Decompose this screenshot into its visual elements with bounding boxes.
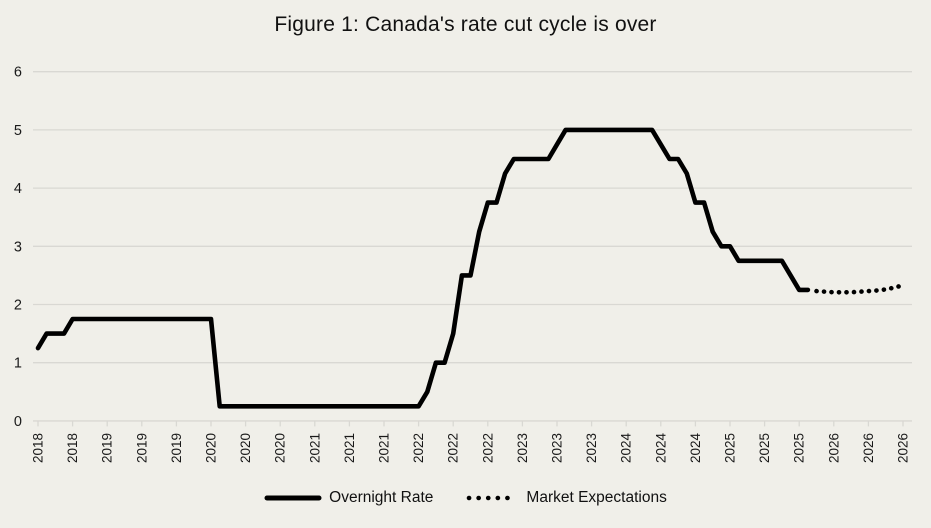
y-tick-label: 2 <box>14 298 22 314</box>
y-tick-label: 6 <box>14 65 22 81</box>
x-tick-label: 2020 <box>203 433 218 463</box>
x-tick-label: 2024 <box>688 433 703 464</box>
x-tick-label: 2021 <box>376 433 391 463</box>
x-tick-label: 2023 <box>515 433 530 463</box>
y-tick-label: 0 <box>14 414 22 430</box>
y-tick-label: 5 <box>14 123 22 139</box>
market-expectations-line <box>814 283 906 295</box>
x-tick-label: 2026 <box>861 433 876 463</box>
y-tick-label: 4 <box>14 181 22 197</box>
x-tick-label: 2026 <box>826 433 841 463</box>
x-tick-label: 2021 <box>342 433 357 463</box>
x-tick-label: 2022 <box>446 433 461 463</box>
x-tick-label: 2025 <box>792 433 807 463</box>
legend-label-overnight-rate: Overnight Rate <box>329 489 434 506</box>
legend-label-market-expectations: Market Expectations <box>526 489 667 506</box>
chart-title: Figure 1: Canada's rate cut cycle is ove… <box>274 13 657 36</box>
chart-legend: Overnight Rate Market Expectations <box>0 489 931 507</box>
legend-dotted-swatch <box>467 495 520 501</box>
overnight-rate-line <box>35 127 811 409</box>
x-tick-label: 2019 <box>100 433 115 463</box>
x-tick-label: 2020 <box>273 433 288 463</box>
x-tick-label: 2023 <box>584 433 599 463</box>
x-tick-label: 2020 <box>238 433 253 463</box>
x-tick-label: 2022 <box>411 433 426 463</box>
x-tick-label: 2025 <box>757 433 772 463</box>
x-tick-label: 2022 <box>480 433 495 463</box>
x-tick-label: 2026 <box>895 433 910 463</box>
x-tick-label: 2025 <box>722 433 737 463</box>
x-tick-label: 2019 <box>134 433 149 463</box>
x-tick-label: 2018 <box>30 433 45 463</box>
x-tick-label: 2024 <box>653 433 668 464</box>
legend-item-overnight-rate: Overnight Rate <box>264 489 433 507</box>
y-tick-label: 3 <box>14 239 22 255</box>
legend-item-market-expectations: Market Expectations <box>465 489 667 507</box>
x-tick-label: 2023 <box>549 433 564 463</box>
x-tick-label: 2021 <box>307 433 322 463</box>
x-tick-label: 2019 <box>169 433 184 463</box>
y-tick-label: 1 <box>14 356 22 372</box>
legend-solid-swatch <box>264 495 322 501</box>
x-tick-label: 2018 <box>65 433 80 463</box>
x-tick-label: 2024 <box>619 433 634 464</box>
